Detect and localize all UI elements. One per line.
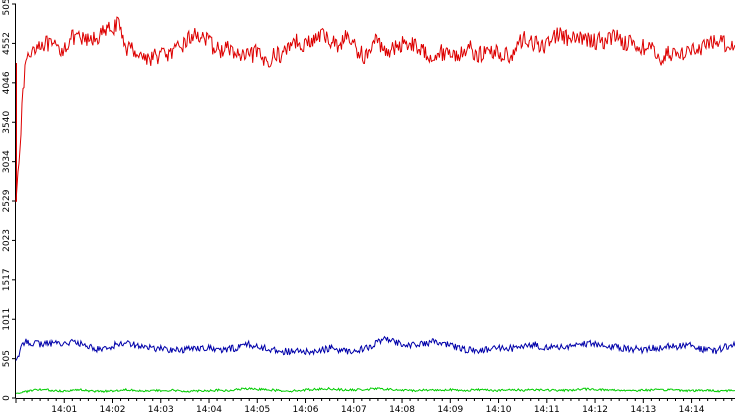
x-tick-label: 14:03: [148, 405, 174, 415]
x-tick-label: 14:12: [582, 405, 608, 415]
y-tick-label: 4552: [2, 32, 12, 55]
y-tick-label: 505: [2, 350, 12, 367]
y-tick-label: 3540: [2, 111, 12, 134]
x-tick-label: 14:07: [341, 405, 367, 415]
x-tick-label: 14:01: [51, 405, 77, 415]
series-layer: [15, 16, 735, 395]
x-axis: 14:01 14:02 14:03 14:04 14:05 14:06 14:07 14:08…: [15, 398, 735, 415]
x-tick-label: 14:14: [679, 405, 705, 415]
x-tick-label: 14:10: [486, 405, 512, 415]
y-tick-label: 1517: [2, 268, 12, 291]
y-tick-label: 2023: [2, 229, 12, 252]
series-line-2: [15, 335, 735, 361]
series-line-1: [15, 16, 735, 202]
y-axis: 0 505 1011 1517 2023 2529 3034 3540 4046 4552 5058: [2, 0, 16, 401]
x-tick-label: 14:08: [389, 405, 415, 415]
x-tick-label: 14:13: [630, 405, 656, 415]
x-tick-label: 14:02: [100, 405, 126, 415]
y-tick-label: 5058: [2, 0, 12, 15]
x-tick-label: 14:11: [534, 405, 560, 415]
y-tick-label: 2529: [2, 189, 12, 212]
x-tick-label: 14:04: [196, 405, 222, 415]
y-tick-label: 4046: [2, 71, 12, 94]
y-tick-label: 3034: [2, 150, 12, 173]
x-tick-label: 14:09: [437, 405, 463, 415]
y-tick-label: 1011: [2, 308, 12, 331]
series-line-3: [15, 386, 735, 395]
x-tick-label: 14:06: [293, 405, 319, 415]
x-tick-label: 14:05: [244, 405, 270, 415]
y-tick-label: 0: [2, 395, 12, 401]
